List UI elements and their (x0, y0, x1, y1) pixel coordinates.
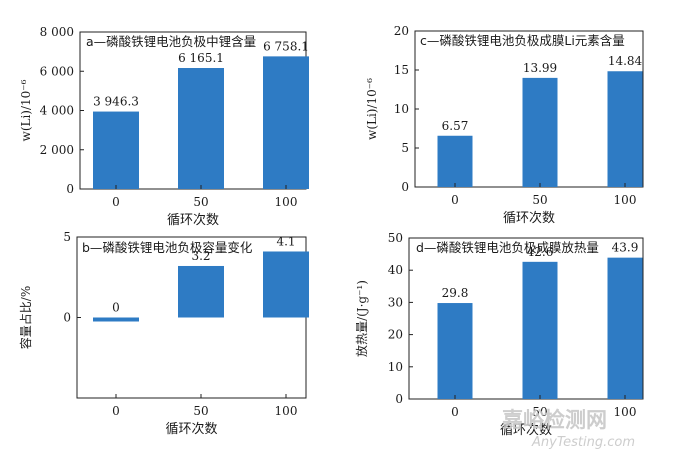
data-label: 3.2 (191, 249, 210, 263)
y-tick-label: 0 (66, 182, 74, 196)
x-axis-label: 循环次数 (165, 421, 217, 437)
watermark-en: AnyTesting.com (531, 435, 635, 450)
bar (607, 257, 643, 399)
x-tick-label: 50 (532, 405, 547, 419)
data-label: 0 (112, 301, 120, 315)
x-tick-label: 100 (275, 404, 298, 418)
chart-d: 0 10 20 30 40 50 29.8 0 42.6 50 43.9 100 d—磷酸铁锂电池负极成… (354, 231, 644, 438)
data-label: 42.6 (527, 245, 554, 259)
chart-title: d—磷酸铁锂电池负极成膜放热量 (416, 240, 599, 255)
y-tick-label: 5 (401, 141, 409, 155)
bar (93, 111, 139, 189)
chart-c: 0 5 10 15 20 6.57 0 13.99 50 14.84 100 c—磷酸铁锂电池负极成膜… (365, 24, 644, 226)
chart-a: 0 2 000 4 000 6 000 8 000 3 946.3 0 6 165.1 50 6 … (19, 25, 309, 228)
x-tick-label: 100 (614, 405, 637, 419)
y-axis-label: w(Li)/10⁻⁶ (19, 79, 33, 141)
bar (178, 68, 224, 189)
x-tick-label: 50 (193, 404, 208, 418)
x-tick-label: 100 (614, 193, 637, 207)
bar (263, 251, 309, 318)
y-tick-label: 15 (394, 63, 409, 77)
bar (607, 71, 643, 187)
chart-title: c—磷酸铁锂电池负极成膜Li元素含量 (420, 33, 625, 48)
y-axis-label: w(Li)/10⁻⁶ (365, 78, 379, 140)
y-tick-label: 50 (388, 231, 403, 245)
x-tick-label: 50 (193, 195, 208, 209)
data-label: 6.57 (442, 119, 469, 133)
x-tick-label: 0 (451, 193, 459, 207)
bar (437, 303, 473, 399)
x-tick-label: 0 (112, 195, 120, 209)
y-axis-label: 放热量/(J·g⁻¹) (354, 280, 369, 357)
x-tick-label: 50 (532, 193, 547, 207)
y-tick-label: 0 (63, 311, 71, 325)
watermark: 嘉峪检测网 AnyTesting.com (502, 408, 635, 450)
y-tick-label: 0 (401, 180, 409, 194)
x-tick-label: 0 (451, 405, 459, 419)
data-label: 14.84 (608, 54, 643, 68)
data-label: 29.8 (442, 286, 469, 300)
y-axis-label: 容量占比/% (18, 286, 33, 349)
y-tick-label: 0 (395, 392, 403, 406)
y-tick-label: 8 000 (40, 25, 74, 39)
data-label: 4.1 (276, 234, 295, 248)
data-label: 6 165.1 (178, 51, 224, 65)
x-tick-label: 0 (112, 404, 120, 418)
y-tick-label: 4 000 (40, 104, 74, 118)
bar (93, 317, 139, 322)
x-axis-label: 循环次数 (167, 212, 219, 228)
x-axis-label: 循环次数 (503, 210, 555, 226)
bar (522, 77, 558, 187)
y-tick-label: 20 (394, 24, 409, 38)
bar (178, 265, 224, 318)
y-tick-label: 30 (388, 295, 403, 309)
data-label: 43.9 (612, 241, 639, 255)
x-tick-label: 100 (275, 195, 298, 209)
bar (522, 261, 558, 399)
bar (437, 135, 473, 187)
y-tick-label: 10 (388, 360, 403, 374)
y-tick-label: 6 000 (40, 64, 74, 78)
y-tick-label: 20 (388, 328, 403, 342)
chart-title: a—磷酸铁锂电池负极中锂含量 (86, 34, 256, 49)
data-label: 6 758.1 (263, 39, 309, 53)
chart-title: b—磷酸铁锂电池负极容量变化 (82, 240, 253, 255)
y-tick-label: 5 (63, 230, 71, 244)
watermark-cn: 嘉峪检测网 (502, 408, 607, 432)
y-tick-label: 2 000 (40, 143, 74, 157)
y-tick-label: 40 (388, 263, 403, 277)
y-tick-label: 10 (394, 102, 409, 116)
data-label: 13.99 (523, 61, 557, 75)
bar (263, 56, 309, 190)
data-label: 3 946.3 (93, 95, 139, 109)
x-axis-label: 循环次数 (500, 422, 552, 438)
